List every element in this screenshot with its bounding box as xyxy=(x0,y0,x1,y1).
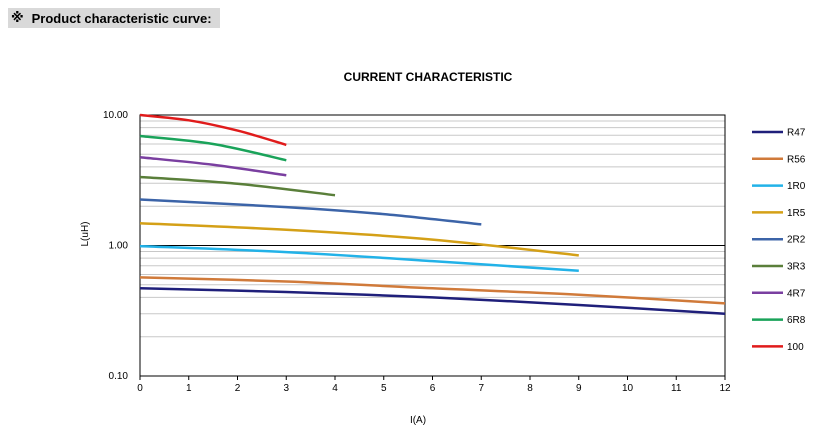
x-tick-label: 3 xyxy=(283,383,289,394)
legend-label-1r0: 1R0 xyxy=(787,181,806,192)
reference-mark: ※ xyxy=(11,10,24,25)
x-tick-label: 10 xyxy=(622,383,634,394)
x-tick-label: 9 xyxy=(576,383,582,394)
legend-label-r47: R47 xyxy=(787,128,806,139)
series-line-3r3 xyxy=(139,175,336,197)
x-tick-label: 6 xyxy=(430,383,436,394)
series-lines xyxy=(139,113,726,315)
x-tick-label: 5 xyxy=(381,383,387,394)
y-tick-label: 0.10 xyxy=(109,371,129,382)
grid xyxy=(140,114,725,377)
y-tick-label: 1.00 xyxy=(109,241,129,252)
x-tick-label: 1 xyxy=(186,383,192,394)
legend-label-1r5: 1R5 xyxy=(787,208,806,219)
chart-title: CURRENT CHARACTERISTIC xyxy=(344,70,513,84)
legend-label-100: 100 xyxy=(787,342,804,353)
x-tick-label: 11 xyxy=(671,383,682,394)
y-axis-label: L(uH) xyxy=(80,221,91,246)
series-line-2r2 xyxy=(139,198,482,226)
series-line-1r5 xyxy=(139,222,579,257)
x-tick-label: 7 xyxy=(478,383,484,394)
x-tick-label: 4 xyxy=(332,383,338,394)
series-line-1r0 xyxy=(139,244,579,273)
legend-label-6r8: 6R8 xyxy=(787,315,806,326)
x-axis-label: I(A) xyxy=(410,415,426,426)
x-tick-label: 12 xyxy=(719,383,731,394)
y-axis-ticks: 10.00 1.00 0.10 xyxy=(103,110,128,382)
series-line-6r8 xyxy=(139,134,287,162)
section-title: Product characteristic curve: xyxy=(31,10,212,26)
x-tick-label: 2 xyxy=(235,383,241,394)
legend: R47 R56 1R0 1R5 2R2 3R3 4R7 6R8 100 xyxy=(752,128,806,353)
y-tick-label: 10.00 xyxy=(103,110,128,121)
x-tick-label: 8 xyxy=(527,383,533,394)
legend-label-r56: R56 xyxy=(787,154,806,165)
series-line-4r7 xyxy=(139,155,287,177)
series-line-r56 xyxy=(139,276,726,305)
x-axis-ticks: 0 1 2 3 4 5 6 7 8 9 10 11 12 xyxy=(137,376,731,394)
legend-label-4r7: 4R7 xyxy=(787,288,806,299)
section-header: ※ Product characteristic curve: xyxy=(8,8,220,28)
legend-label-3r3: 3R3 xyxy=(787,262,806,273)
series-line-100 xyxy=(139,113,287,147)
legend-label-2r2: 2R2 xyxy=(787,235,806,246)
x-tick-label: 0 xyxy=(137,383,143,394)
series-line-r47 xyxy=(139,287,726,315)
